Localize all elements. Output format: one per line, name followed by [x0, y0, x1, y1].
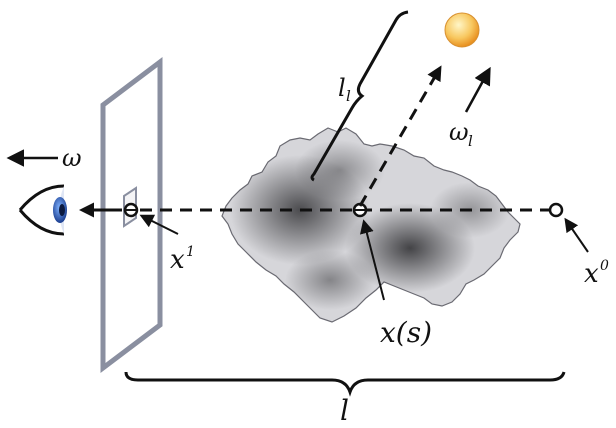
entry-point-label: x [170, 245, 185, 275]
entry-point-pointer [139, 214, 179, 235]
eye-icon [18, 184, 67, 236]
path-length-brace [124, 371, 566, 397]
exit-point-marker [548, 202, 564, 218]
view-direction-label: ω [62, 144, 82, 172]
path-length-label: l [340, 394, 349, 427]
entry-point-marker [123, 202, 139, 218]
light-direction-arrow [464, 66, 491, 113]
light-direction-sub: l [468, 132, 473, 150]
light-distance-label: l [338, 74, 346, 102]
light-direction-label: ω [449, 118, 469, 146]
sample-point-pointer [360, 219, 385, 301]
light-distance-brace [310, 10, 409, 182]
participating-medium [221, 127, 521, 323]
exit-point-sup: 0 [600, 258, 609, 274]
light-source [444, 12, 480, 48]
sample-point-label: x(s) [380, 316, 432, 349]
exit-point-pointer [564, 217, 589, 253]
entry-point-sup: 1 [186, 244, 195, 260]
light-ray [358, 65, 442, 207]
light-distance-sub: l [346, 87, 351, 105]
exit-point-label: x [584, 259, 599, 289]
